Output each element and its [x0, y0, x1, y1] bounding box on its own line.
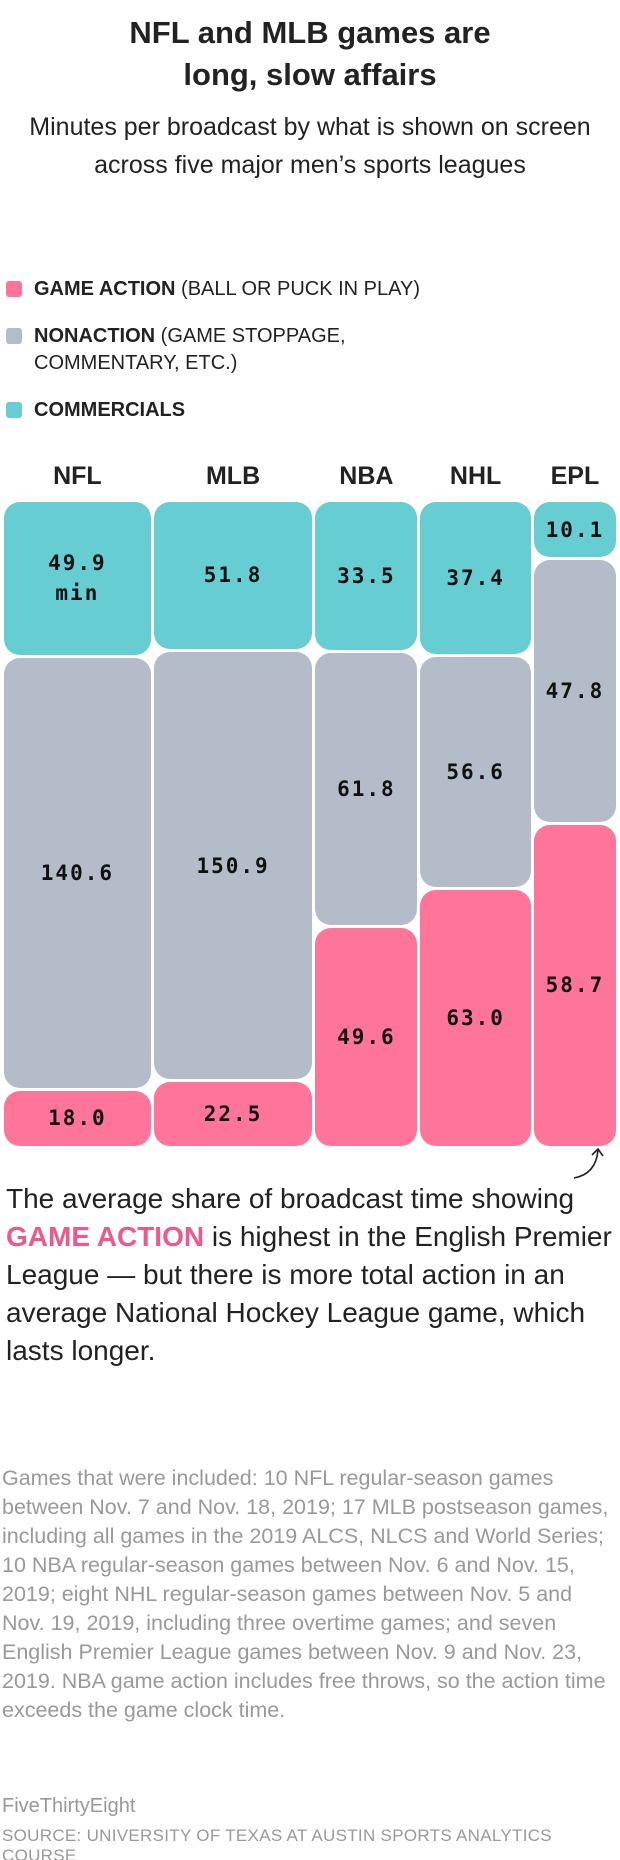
title-line: long, slow affairs	[183, 57, 437, 92]
curved-arrow-icon	[573, 1147, 604, 1179]
legend-item-game-action: GAME ACTION (BALL OR PUCK IN PLAY)	[6, 276, 606, 303]
cell-value-label: 37.4	[446, 565, 505, 590]
legend-label: NONACTION	[34, 325, 156, 347]
legend-text: COMMERCIALS	[34, 397, 185, 424]
legend-text: GAME ACTION (BALL OR PUCK IN PLAY)	[34, 276, 420, 303]
source-line: SOURCE: UNIVERSITY OF TEXAS AT AUSTIN SP…	[2, 1826, 552, 1860]
title-line: NFL and MLB games are	[129, 15, 491, 50]
cell-value-label: 58.7	[545, 973, 605, 998]
legend-note: (BALL OR PUCK IN PLAY)	[175, 278, 420, 300]
cell-epl-game-action: 58.7	[533, 824, 616, 1146]
brand-logo-text: FiveThirtyEight	[2, 1795, 136, 1817]
footnote: Games that were included: 10 NFL regular…	[2, 1466, 609, 1722]
column-header-epl: EPL	[550, 462, 600, 490]
cell-nfl-game-action: 18.0	[4, 1090, 151, 1146]
cell-value-label: 47.8	[545, 679, 605, 704]
cell-nhl-nonaction: 56.6	[420, 656, 531, 887]
cell-value-label: 56.6	[446, 759, 505, 784]
legend-swatch	[6, 402, 22, 418]
chart-title: NFL and MLB games are long, slow affairs	[0, 12, 620, 96]
legend-item-commercials: COMMERCIALS	[6, 397, 606, 424]
column-header-mlb: MLB	[205, 462, 261, 490]
legend-swatch	[6, 328, 22, 344]
cell-value-label: 51.8	[203, 563, 263, 588]
legend-item-nonaction: NONACTION (GAME STOPPAGE, COMMENTARY, ET…	[6, 323, 426, 377]
cell-nfl-nonaction: 140.6	[4, 657, 151, 1088]
cell-epl-nonaction: 47.8	[533, 560, 616, 822]
legend-note: (GAME STOPPAGE, COMMENTARY, ETC.)	[34, 325, 346, 374]
annotation-text: The average share of broadcast time show…	[6, 1183, 575, 1214]
cell-nhl-commercials: 37.4	[420, 502, 531, 654]
cell-nfl-commercials: 49.9 min	[4, 502, 151, 655]
column-header-nhl: NHL	[449, 462, 502, 490]
legend-label: COMMERCIALS	[34, 399, 186, 421]
cell-mlb-game-action: 22.5	[153, 1082, 313, 1146]
column-header-nba: NBA	[339, 462, 394, 490]
cell-nba-nonaction: 61.8	[315, 652, 418, 925]
cell-value-label: 49.9 min	[48, 551, 107, 606]
column-header-nfl: NFL	[53, 462, 102, 490]
cell-nhl-game-action: 63.0	[420, 889, 531, 1146]
cell-epl-commercials: 10.1	[533, 502, 616, 558]
legend-text: NONACTION (GAME STOPPAGE, COMMENTARY, ET…	[34, 323, 426, 377]
cell-nba-commercials: 33.5	[315, 502, 418, 650]
cell-nba-game-action: 49.6	[315, 927, 418, 1146]
cell-value-label: 61.8	[337, 776, 396, 801]
cell-value-label: 33.5	[337, 563, 396, 588]
legend: GAME ACTION (BALL OR PUCK IN PLAY) NONAC…	[6, 276, 606, 444]
annotation-highlight: GAME ACTION	[6, 1221, 205, 1252]
cell-value-label: 22.5	[203, 1102, 263, 1127]
cell-value-label: 18.0	[48, 1106, 107, 1131]
legend-label: GAME ACTION	[34, 278, 176, 300]
annotation: The average share of broadcast time show…	[6, 1180, 616, 1370]
cell-mlb-commercials: 51.8	[153, 502, 313, 649]
legend-swatch	[6, 281, 22, 297]
cell-value-label: 49.6	[337, 1024, 396, 1049]
cell-value-label: 63.0	[446, 1005, 505, 1030]
cell-value-label: 10.1	[545, 517, 605, 542]
annotation-text: is highest in the English Premier League…	[6, 1221, 612, 1366]
cell-mlb-nonaction: 150.9	[153, 651, 313, 1080]
cell-value-label: 140.6	[40, 860, 114, 885]
chart-subtitle: Minutes per broadcast by what is shown o…	[29, 113, 591, 179]
cell-value-label: 150.9	[196, 853, 270, 878]
